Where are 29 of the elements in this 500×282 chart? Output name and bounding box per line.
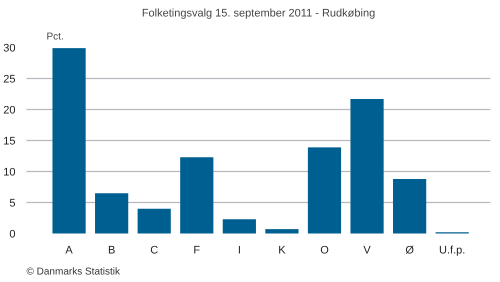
y-tick-label: 0 (9, 228, 16, 240)
text: © Danmarks Statistik (26, 266, 121, 278)
y-tick-label: 25 (3, 74, 16, 86)
x-tick-label: O (320, 244, 330, 256)
bar (350, 98, 384, 234)
x-tick-label: A (65, 244, 74, 256)
bar (393, 178, 426, 234)
y-axis-title: Pct. (46, 32, 64, 42)
bar (180, 157, 214, 234)
x-tick-label: B (108, 244, 116, 256)
x-tick-label: K (278, 244, 286, 256)
y-tick-label: 10 (3, 166, 16, 178)
bar (95, 193, 128, 234)
y-tick-label: 30 (3, 42, 16, 54)
y-tick-label: 5 (9, 198, 16, 210)
chart-title: Folketingsvalg 15. september 2011 - Rudkøbing (142, 8, 376, 20)
x-tick-label: I (238, 244, 241, 256)
y-tick-label: 15 (3, 136, 16, 148)
x-tick-label: C (150, 244, 158, 256)
x-tick-label: F (193, 244, 200, 256)
bar (308, 147, 342, 234)
y-tick-label: 20 (3, 104, 16, 116)
bar (52, 48, 86, 234)
bar (265, 229, 299, 234)
x-tick-label: V (363, 244, 372, 256)
bar (138, 208, 171, 234)
x-tick-label: Ø (405, 244, 414, 256)
x-tick-label: U.f.p. (439, 244, 466, 256)
bar (222, 219, 256, 234)
